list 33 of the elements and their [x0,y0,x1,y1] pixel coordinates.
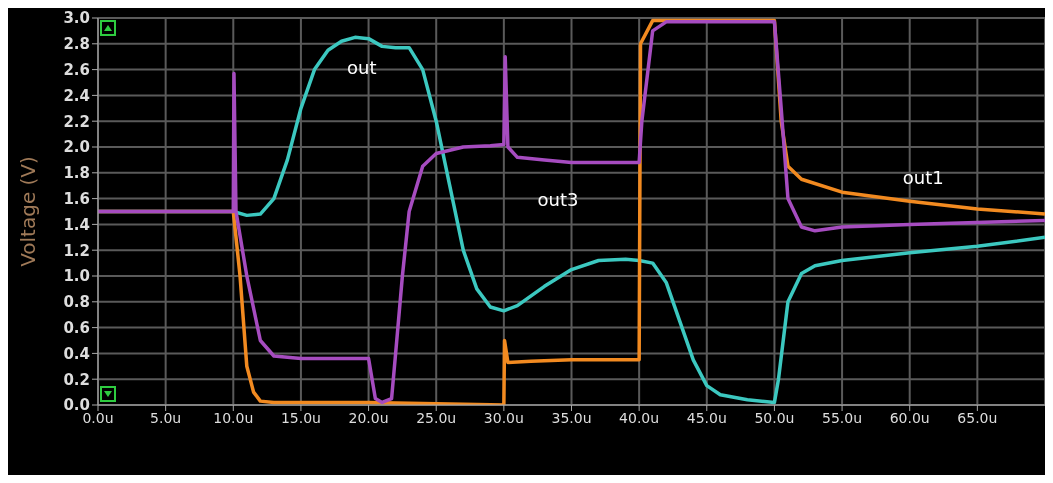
y-tick-label: 1.6 [63,189,90,208]
y-tick-label: 1.0 [63,267,90,286]
y-tick-label: 0.4 [63,344,90,363]
y-tick-label: 2.0 [63,138,90,157]
series-label: out1 [902,166,944,188]
x-tick-label: 35.0u [551,409,592,426]
x-tick-label: 20.0u [348,409,389,426]
x-tick-label: 5.0u [150,409,182,426]
y-tick-label: 3.0 [63,9,90,28]
x-tick-label: 30.0u [483,409,524,426]
x-tick-label: 50.0u [754,409,795,426]
y-tick-label: 2.4 [63,86,90,105]
x-tick-label: 0.0u [82,409,114,426]
x-tick-label: 40.0u [619,409,660,426]
y-tick-label: 1.8 [63,164,90,183]
series-label: out3 [537,188,579,210]
y-tick-label: 0.2 [63,370,90,389]
y-axis-title: Voltage (V) [16,156,41,267]
x-tick-label: 65.0u [957,409,998,426]
x-tick-label: 45.0u [686,409,727,426]
series-label: out [347,56,377,78]
x-tick-label: 25.0u [416,409,457,426]
y-tick-label: 2.2 [63,112,90,131]
y-tick-label: 1.4 [63,215,90,234]
x-tick-label: 55.0u [822,409,863,426]
y-tick-label: 0.8 [63,293,90,312]
y-tick-label: 2.6 [63,60,90,79]
x-tick-label: 15.0u [280,409,321,426]
y-tick-label: 2.8 [63,35,90,54]
y-tick-label: 0.6 [63,318,90,337]
y-tick-label: 1.2 [63,241,90,260]
x-tick-label: 60.0u [889,409,930,426]
x-tick-label: 10.0u [213,409,254,426]
